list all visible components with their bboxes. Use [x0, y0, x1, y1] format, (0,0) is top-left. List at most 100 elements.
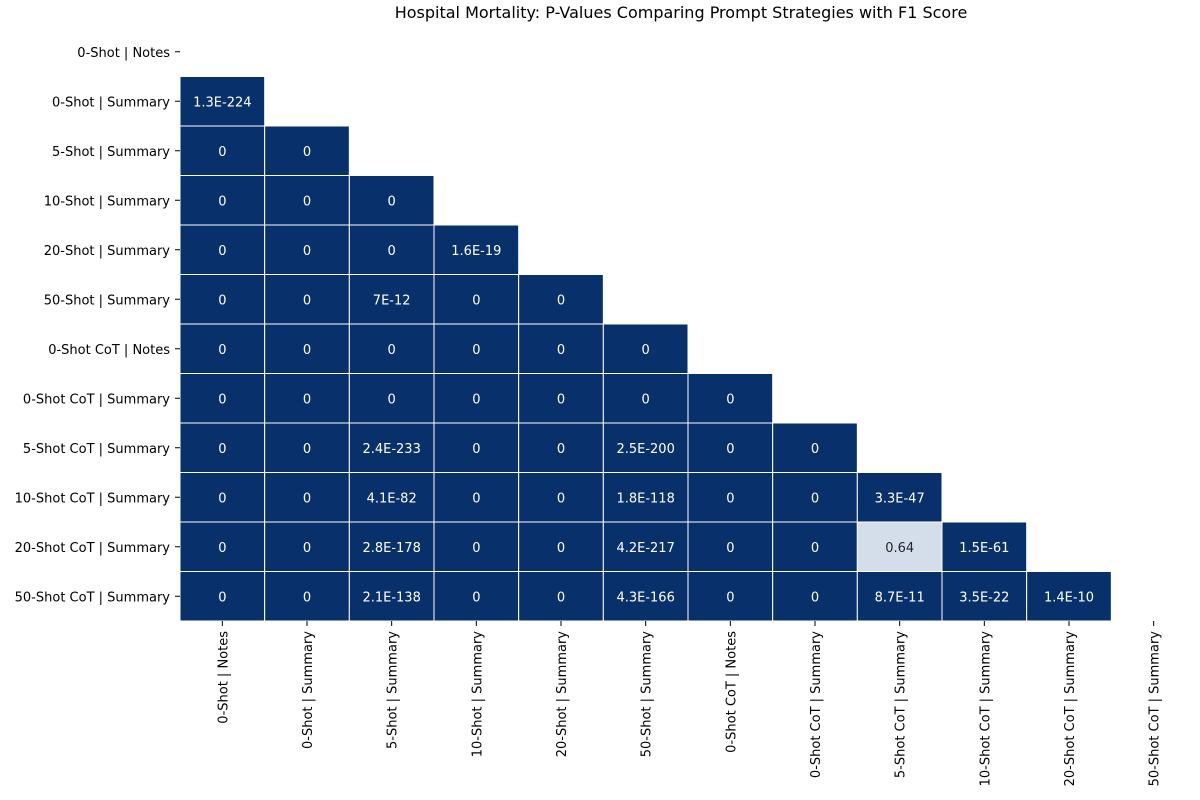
cell-value-label: 0 [557, 442, 565, 457]
cell-value-label: 0 [811, 541, 819, 556]
heatmap-cell [687, 472, 774, 523]
heatmap-cell [941, 521, 1028, 572]
heatmap-cell [179, 571, 266, 622]
cell-value-label: 0 [642, 392, 650, 407]
heatmap-cell [264, 224, 350, 275]
y-tick-label: 0-Shot CoT | Summary [23, 392, 170, 407]
cell-value-label: 2.1E-138 [362, 590, 420, 605]
x-tick-label: 50-Shot | Summary [640, 631, 655, 758]
cell-value-label: 0 [726, 442, 734, 457]
cell-value-label: 0 [557, 541, 565, 556]
heatmap-cell [179, 422, 266, 473]
y-tick-label: 0-Shot CoT | Notes [48, 343, 170, 358]
cell-value-label: 0 [218, 244, 226, 259]
y-tick-label: 10-Shot | Summary [44, 194, 171, 209]
cell-value-label: 4.1E-82 [367, 491, 417, 506]
cell-value-label: 0 [218, 145, 226, 160]
heatmap-cell [179, 175, 266, 226]
heatmap-cell [433, 373, 520, 424]
x-tick-label: 10-Shot CoT | Summary [978, 631, 993, 787]
heatmap-cell [433, 274, 520, 325]
y-tick-label: 50-Shot CoT | Summary [15, 590, 171, 605]
x-tick-label: 0-Shot | Notes [216, 631, 231, 724]
cell-value-label: 1.3E-224 [193, 95, 251, 110]
heatmap-cell [264, 125, 350, 176]
x-tick-label: 0-Shot | Summary [301, 631, 316, 749]
cell-value-label: 1.6E-19 [451, 244, 501, 259]
heatmap-cell [518, 521, 604, 572]
heatmap-cell [433, 521, 520, 572]
cell-value-label: 1.4E-10 [1044, 590, 1094, 605]
heatmap-cell [602, 521, 689, 572]
chart-title: Hospital Mortality: P-Values Comparing P… [395, 3, 968, 22]
cell-value-label: 0 [303, 194, 311, 209]
heatmap-cell [433, 571, 520, 622]
heatmap-cell [856, 521, 943, 572]
cell-value-label: 0 [472, 491, 480, 506]
cell-value-label: 0 [388, 244, 396, 259]
heatmap-cell [179, 76, 266, 127]
heatmap-cell [348, 422, 435, 473]
x-tick-label: 10-Shot | Summary [470, 631, 485, 758]
y-axis-tick-labels: 0-Shot | Notes 0-Shot | Summary 5-Shot | S… [15, 46, 180, 605]
cell-value-label: 0 [303, 244, 311, 259]
cell-value-label: 4.2E-217 [616, 541, 674, 556]
cell-value-label: 3.5E-22 [959, 590, 1009, 605]
heatmap-cell [602, 323, 689, 374]
cell-value-label: 1.8E-118 [616, 491, 674, 506]
cell-value-label: 0 [218, 590, 226, 605]
cell-value-label: 0 [472, 343, 480, 358]
cell-value-label: 1.5E-61 [959, 541, 1009, 556]
cell-value-label: 0 [472, 392, 480, 407]
heatmap-cell [433, 323, 520, 374]
cell-value-label: 0 [811, 590, 819, 605]
cell-value-label: 0 [472, 590, 480, 605]
heatmap-cell [348, 175, 435, 226]
cell-value-label: 0 [726, 491, 734, 506]
cell-value-label: 0 [726, 541, 734, 556]
heatmap-cell [179, 373, 266, 424]
cell-value-label: 0 [811, 442, 819, 457]
x-tick-label: 5-Shot | Summary [386, 631, 401, 749]
x-tick-label: 20-Shot | Summary [555, 631, 570, 758]
cell-value-label: 0 [303, 392, 311, 407]
x-tick-label: 5-Shot CoT | Summary [894, 631, 909, 778]
heatmap-cells: 1.3E-224 0 0 0 0 0 0 0 0 1.6E-19 0 0 7E-12 0 0 0 0 0 0 0 0 0 0… [179, 76, 1112, 622]
y-tick-label: 0-Shot | Notes [77, 46, 170, 61]
heatmap-cell [348, 521, 435, 572]
cell-value-label: 4.3E-166 [616, 590, 674, 605]
cell-value-label: 0 [388, 343, 396, 358]
heatmap-cell [264, 373, 350, 424]
x-tick-label: 0-Shot CoT | Summary [809, 631, 824, 778]
cell-value-label: 0 [472, 541, 480, 556]
cell-value-label: 0.64 [885, 541, 914, 556]
x-tick-label: 0-Shot CoT | Notes [724, 631, 739, 753]
heatmap-cell [348, 323, 435, 374]
heatmap-cell [348, 472, 435, 523]
cell-value-label: 0 [388, 194, 396, 209]
cell-value-label: 0 [218, 491, 226, 506]
y-tick-label: 20-Shot CoT | Summary [15, 541, 171, 556]
heatmap-cell [687, 373, 774, 424]
x-axis-tick-labels: 0-Shot | Notes 0-Shot | Summary 5-Shot | S… [216, 621, 1163, 787]
cell-value-label: 0 [557, 293, 565, 308]
heatmap-cell [264, 521, 350, 572]
x-tick-label: 50-Shot CoT | Summary [1148, 631, 1163, 787]
cell-value-label: 0 [303, 590, 311, 605]
heatmap-cell [264, 274, 350, 325]
y-tick-label: 5-Shot | Summary [52, 145, 170, 160]
heatmap-cell [179, 521, 266, 572]
cell-value-label: 0 [303, 541, 311, 556]
cell-value-label: 0 [811, 491, 819, 506]
cell-value-label: 2.5E-200 [616, 442, 674, 457]
cell-value-label: 8.7E-11 [875, 590, 925, 605]
heatmap-cell [179, 472, 266, 523]
cell-value-label: 0 [218, 442, 226, 457]
cell-value-label: 0 [557, 343, 565, 358]
cell-value-label: 0 [557, 491, 565, 506]
cell-value-label: 0 [218, 392, 226, 407]
heatmap-cell [602, 373, 689, 424]
cell-value-label: 0 [303, 343, 311, 358]
cell-value-label: 0 [303, 293, 311, 308]
